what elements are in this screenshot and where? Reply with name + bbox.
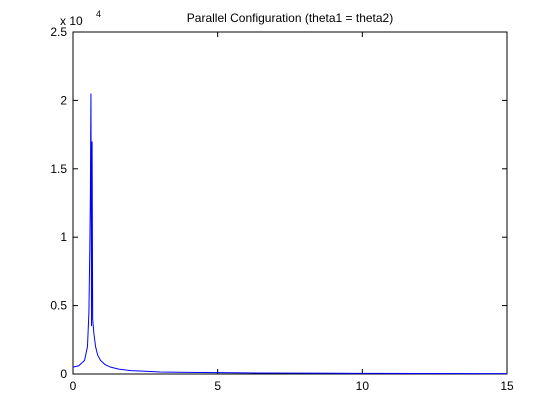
chart-title: Parallel Configuration (theta1 = theta2) [187, 11, 393, 25]
line-series [72, 93, 508, 375]
y-tick-label: 1.5 [50, 162, 67, 176]
x-tick-label: 15 [500, 379, 514, 393]
plot-area [72, 31, 508, 375]
y-tick-label: 1 [60, 230, 67, 244]
x-tick-label: 0 [70, 379, 77, 393]
y-tick-label: 0.5 [50, 299, 67, 313]
y-multiplier-exponent: 4 [96, 9, 101, 19]
x-tick-label: 5 [214, 379, 221, 393]
y-tick-label: 2.5 [50, 25, 67, 39]
y-tick-label: 2 [60, 93, 67, 107]
y-tick-label: 0 [60, 367, 67, 381]
y-multiplier: x 10 [60, 14, 83, 28]
x-tick-label: 10 [356, 379, 370, 393]
